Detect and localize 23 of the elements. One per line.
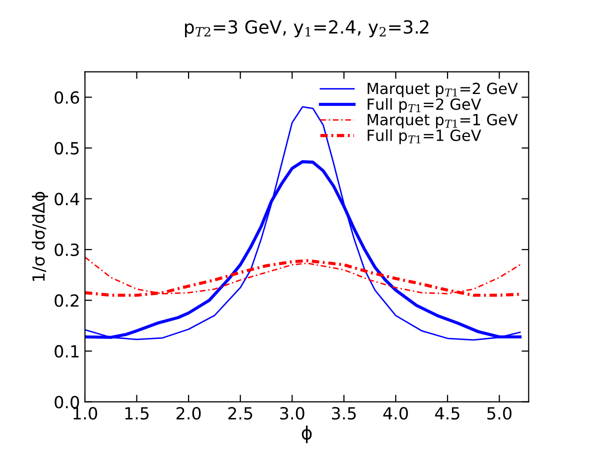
x-tick-label: 3.5 xyxy=(332,407,356,420)
x-tick-label: 4.5 xyxy=(435,407,460,420)
y-tick-label: 0.5 xyxy=(54,142,79,155)
x-tick-label: 1.5 xyxy=(125,407,149,420)
legend-label: Full p$_{T1}$=2 GeV xyxy=(368,98,482,113)
x-tick-label: 2.5 xyxy=(228,407,252,420)
x-tick-label: 3.0 xyxy=(280,407,304,420)
x-tick-label: 4.0 xyxy=(383,407,408,420)
x-tick-label: 5.0 xyxy=(487,407,512,420)
y-tick-label: 0.4 xyxy=(54,192,80,206)
legend-label: Marquet p$_{T1}$=2 GeV xyxy=(368,82,518,98)
y-tick-label: 0.6 xyxy=(54,91,80,104)
y-tick-label: 0.0 xyxy=(54,396,79,408)
legend-label: Marquet p$_{T1}$=1 GeV xyxy=(368,114,518,128)
y-tick-label: 0.3 xyxy=(54,244,79,256)
chart-title: p$_{T2}$=3 GeV, y$_{1}$=2.4, y$_{2}$=3.2 xyxy=(185,20,428,38)
y-tick-label: 0.1 xyxy=(54,345,79,358)
y-axis-title: 1/σ dσ/dΔϕ xyxy=(32,192,48,281)
legend-label: Full p$_{T1}$=1 GeV xyxy=(368,129,482,144)
x-axis-title: ϕ xyxy=(302,426,312,444)
x-tick-label: 1.0 xyxy=(74,407,98,420)
y-tick-label: 0.2 xyxy=(54,294,78,307)
x-tick-label: 2.0 xyxy=(176,407,201,420)
